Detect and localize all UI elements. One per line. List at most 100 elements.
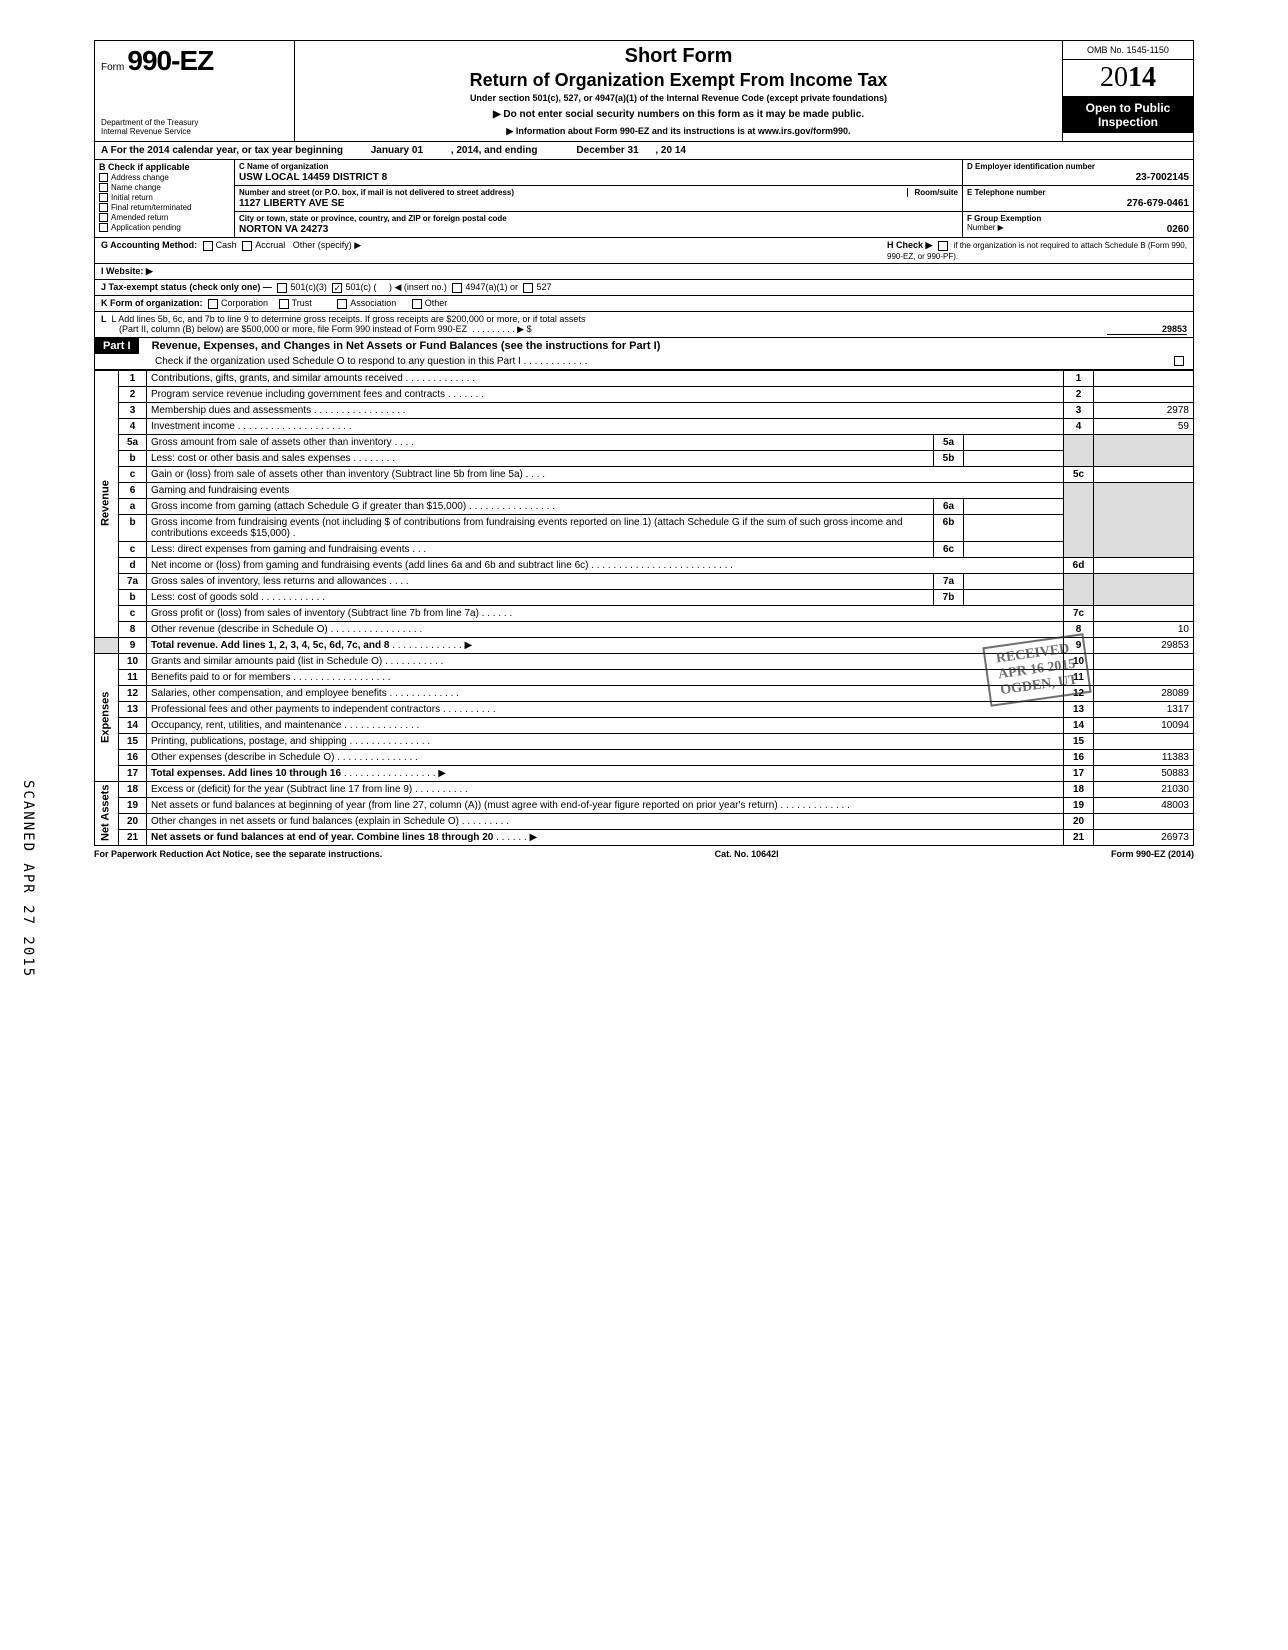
org-address: 1127 LIBERTY AVE SE [239, 198, 958, 209]
chk-501c[interactable] [332, 283, 342, 293]
chk-corporation[interactable] [208, 299, 218, 309]
open-to-public: Open to Public Inspection [1063, 97, 1193, 133]
expenses-side-label: Expenses [95, 653, 119, 781]
line-8: 8Other revenue (describe in Schedule O) … [95, 621, 1194, 637]
line-5b: bLess: cost or other basis and sales exp… [95, 450, 1194, 466]
footer-left: For Paperwork Reduction Act Notice, see … [94, 849, 382, 859]
line-21: 21Net assets or fund balances at end of … [95, 829, 1194, 845]
ein-row: D Employer identification number 23-7002… [963, 160, 1193, 186]
row-l-gross-receipts: L L Add lines 5b, 6c, and 7b to line 9 t… [94, 312, 1194, 338]
form-header: Form 990-EZ Department of the Treasury I… [94, 40, 1194, 142]
short-form-title: Short Form [303, 45, 1054, 68]
omb-number: OMB No. 1545-1150 [1063, 41, 1193, 60]
row-g-accounting: G Accounting Method: Cash Accrual Other … [94, 238, 1194, 264]
chk-501c3[interactable] [277, 283, 287, 293]
line-20: 20Other changes in net assets or fund ba… [95, 813, 1194, 829]
phone-row: E Telephone number 276-679-0461 [963, 186, 1193, 212]
col-de: D Employer identification number 23-7002… [963, 160, 1193, 237]
ssn-warning: ▶ Do not enter social security numbers o… [303, 109, 1054, 120]
group-ex-label: F Group Exemption [967, 214, 1189, 223]
tax-year: 2014 [1063, 60, 1193, 97]
row-a-label: A For the 2014 calendar year, or tax yea… [101, 145, 343, 156]
chk-schedule-b[interactable] [938, 241, 948, 251]
line-7a: 7aGross sales of inventory, less returns… [95, 573, 1194, 589]
chk-accrual[interactable] [242, 241, 252, 251]
section-bcde: B Check if applicable Address change Nam… [94, 160, 1194, 238]
open-line2: Inspection [1067, 115, 1189, 129]
row-j-tax-status: J Tax-exempt status (check only one) — 5… [94, 280, 1194, 296]
line-18: Net Assets 18Excess or (deficit) for the… [95, 781, 1194, 797]
page-footer: For Paperwork Reduction Act Notice, see … [94, 846, 1194, 862]
line-15: 15Printing, publications, postage, and s… [95, 733, 1194, 749]
year-begin: January 01 [371, 145, 423, 156]
line-19: 19Net assets or fund balances at beginni… [95, 797, 1194, 813]
line-16: 16Other expenses (describe in Schedule O… [95, 749, 1194, 765]
chk-cash[interactable] [203, 241, 213, 251]
org-city: NORTON VA 24273 [239, 224, 958, 235]
g-label: G Accounting Method: [101, 240, 197, 250]
chk-final-return[interactable]: Final return/terminated [99, 203, 230, 212]
line-6b: bGross income from fundraising events (n… [95, 514, 1194, 541]
line-14: 14Occupancy, rent, utilities, and mainte… [95, 717, 1194, 733]
line-6d: dNet income or (loss) from gaming and fu… [95, 557, 1194, 573]
city-label: City or town, state or province, country… [239, 214, 958, 223]
chk-initial-return[interactable]: Initial return [99, 193, 230, 202]
ein-label: D Employer identification number [967, 162, 1189, 171]
footer-center: Cat. No. 10642I [715, 849, 779, 859]
phone-label: E Telephone number [967, 188, 1189, 197]
org-name: USW LOCAL 14459 DISTRICT 8 [239, 172, 958, 183]
group-exemption-row: F Group Exemption Number ▶ 0260 [963, 212, 1193, 237]
h-label: H Check ▶ [887, 240, 932, 250]
row-a-tax-year: A For the 2014 calendar year, or tax yea… [94, 142, 1194, 160]
h-text: if the organization is not required to a… [887, 241, 1187, 261]
netassets-side-label: Net Assets [95, 781, 119, 845]
row-a-yr: , 20 14 [655, 145, 686, 156]
under-section: Under section 501(c), 527, or 4947(a)(1)… [303, 93, 1054, 103]
line-2: 2Program service revenue including gover… [95, 386, 1194, 402]
chk-other-org[interactable] [412, 299, 422, 309]
line-4: 4Investment income . . . . . . . . . . .… [95, 418, 1194, 434]
chk-name-change[interactable]: Name change [99, 183, 230, 192]
chk-527[interactable] [523, 283, 533, 293]
scanned-stamp: SCANNED APR 27 2015 [20, 780, 36, 978]
group-ex-value: 0260 [1167, 224, 1189, 235]
l-amount: 29853 [1107, 324, 1187, 335]
form-number: 990-EZ [127, 45, 213, 76]
l-arrow: ▶ $ [517, 324, 531, 334]
dept-treasury: Department of the Treasury Internal Reve… [101, 119, 288, 137]
part1-sub: Check if the organization used Schedule … [155, 356, 587, 367]
line-7b: bLess: cost of goods sold . . . . . . . … [95, 589, 1194, 605]
line-3: 3Membership dues and assessments . . . .… [95, 402, 1194, 418]
line-5c: cGain or (loss) from sale of assets othe… [95, 466, 1194, 482]
org-name-row: C Name of organization USW LOCAL 14459 D… [235, 160, 962, 186]
chk-amended[interactable]: Amended return [99, 213, 230, 222]
line-1: Revenue 1Contributions, gifts, grants, a… [95, 370, 1194, 386]
room-suite-label: Room/suite [907, 188, 958, 197]
line-13: 13Professional fees and other payments t… [95, 701, 1194, 717]
line-6: 6Gaming and fundraising events [95, 482, 1194, 498]
ein-value: 23-7002145 [967, 172, 1189, 183]
part1-title: Revenue, Expenses, and Changes in Net As… [142, 340, 661, 352]
line-17: 17Total expenses. Add lines 10 through 1… [95, 765, 1194, 781]
org-name-label: C Name of organization [239, 162, 958, 171]
chk-schedule-o[interactable] [1174, 356, 1184, 366]
dept-line2: Internal Revenue Service [101, 128, 288, 137]
row-i-website: I Website: ▶ [94, 264, 1194, 280]
chk-4947[interactable] [452, 283, 462, 293]
chk-address-change[interactable]: Address change [99, 173, 230, 182]
part1-header-row: Part I Revenue, Expenses, and Changes in… [94, 338, 1194, 370]
chk-association[interactable] [337, 299, 347, 309]
row-k-form-org: K Form of organization: Corporation Trus… [94, 296, 1194, 312]
header-right: OMB No. 1545-1150 2014 Open to Public In… [1063, 41, 1193, 141]
chk-application-pending[interactable]: Application pending [99, 223, 230, 232]
header-left: Form 990-EZ Department of the Treasury I… [95, 41, 295, 141]
line-7c: cGross profit or (loss) from sales of in… [95, 605, 1194, 621]
year-prefix: 20 [1100, 62, 1128, 93]
year-suffix: 14 [1128, 62, 1156, 93]
group-ex-label2: Number ▶ [967, 223, 1004, 232]
col-b-header: B Check if applicable [99, 162, 230, 172]
chk-trust[interactable] [279, 299, 289, 309]
line-6a: aGross income from gaming (attach Schedu… [95, 498, 1194, 514]
phone-value: 276-679-0461 [967, 198, 1189, 209]
revenue-side-label: Revenue [95, 370, 119, 637]
